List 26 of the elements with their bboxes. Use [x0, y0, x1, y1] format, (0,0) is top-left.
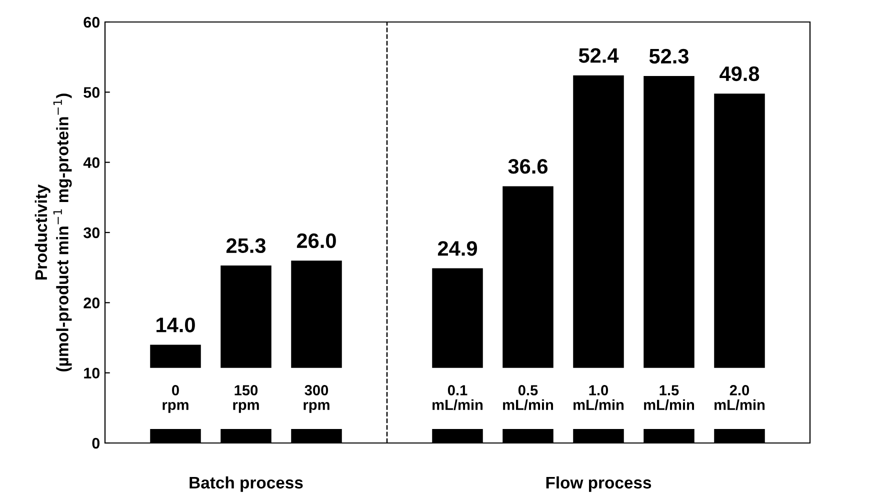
- x-tick-label: 0.5 mL/min: [503, 385, 554, 410]
- data-label: 49.8: [720, 66, 760, 82]
- y-tick-label: 10: [84, 368, 100, 379]
- text: Flow process: [546, 476, 652, 492]
- data-label: 36.6: [508, 158, 548, 174]
- x-tick-label: 0.1 mL/min: [432, 385, 483, 410]
- x-tick-label: 300 rpm: [304, 385, 330, 413]
- x-tick-label: 150 rpm: [233, 385, 259, 413]
- y-tick-label: 30: [84, 227, 100, 238]
- x-tick-label: 1.0 mL/min: [574, 385, 624, 410]
- text: Batch process: [190, 476, 303, 492]
- y-tick-label: 0: [92, 438, 100, 449]
- data-label: 52.3: [649, 48, 689, 64]
- y-tick-label: 50: [84, 87, 100, 98]
- data-label: 26.0: [296, 233, 336, 248]
- x-tick-label: 0 rpm: [162, 385, 188, 413]
- y-tick-label: 40: [83, 157, 100, 168]
- y-tick-label: 60: [84, 16, 100, 28]
- data-label: 25.3: [226, 238, 266, 254]
- x-tick-label: 2.0 mL/min: [714, 385, 765, 410]
- data-label: 14.0: [156, 318, 195, 332]
- y-axis-title: Productivity (µmol-product min$^{−1}$ mg-protein$^{−1}$): [34, 94, 72, 372]
- data-label: 52.4: [578, 48, 619, 63]
- data-label: 24.9: [438, 241, 478, 256]
- y-tick-label: 20: [84, 298, 100, 308]
- x-tick-label: 1.5 mL/min: [644, 385, 694, 410]
